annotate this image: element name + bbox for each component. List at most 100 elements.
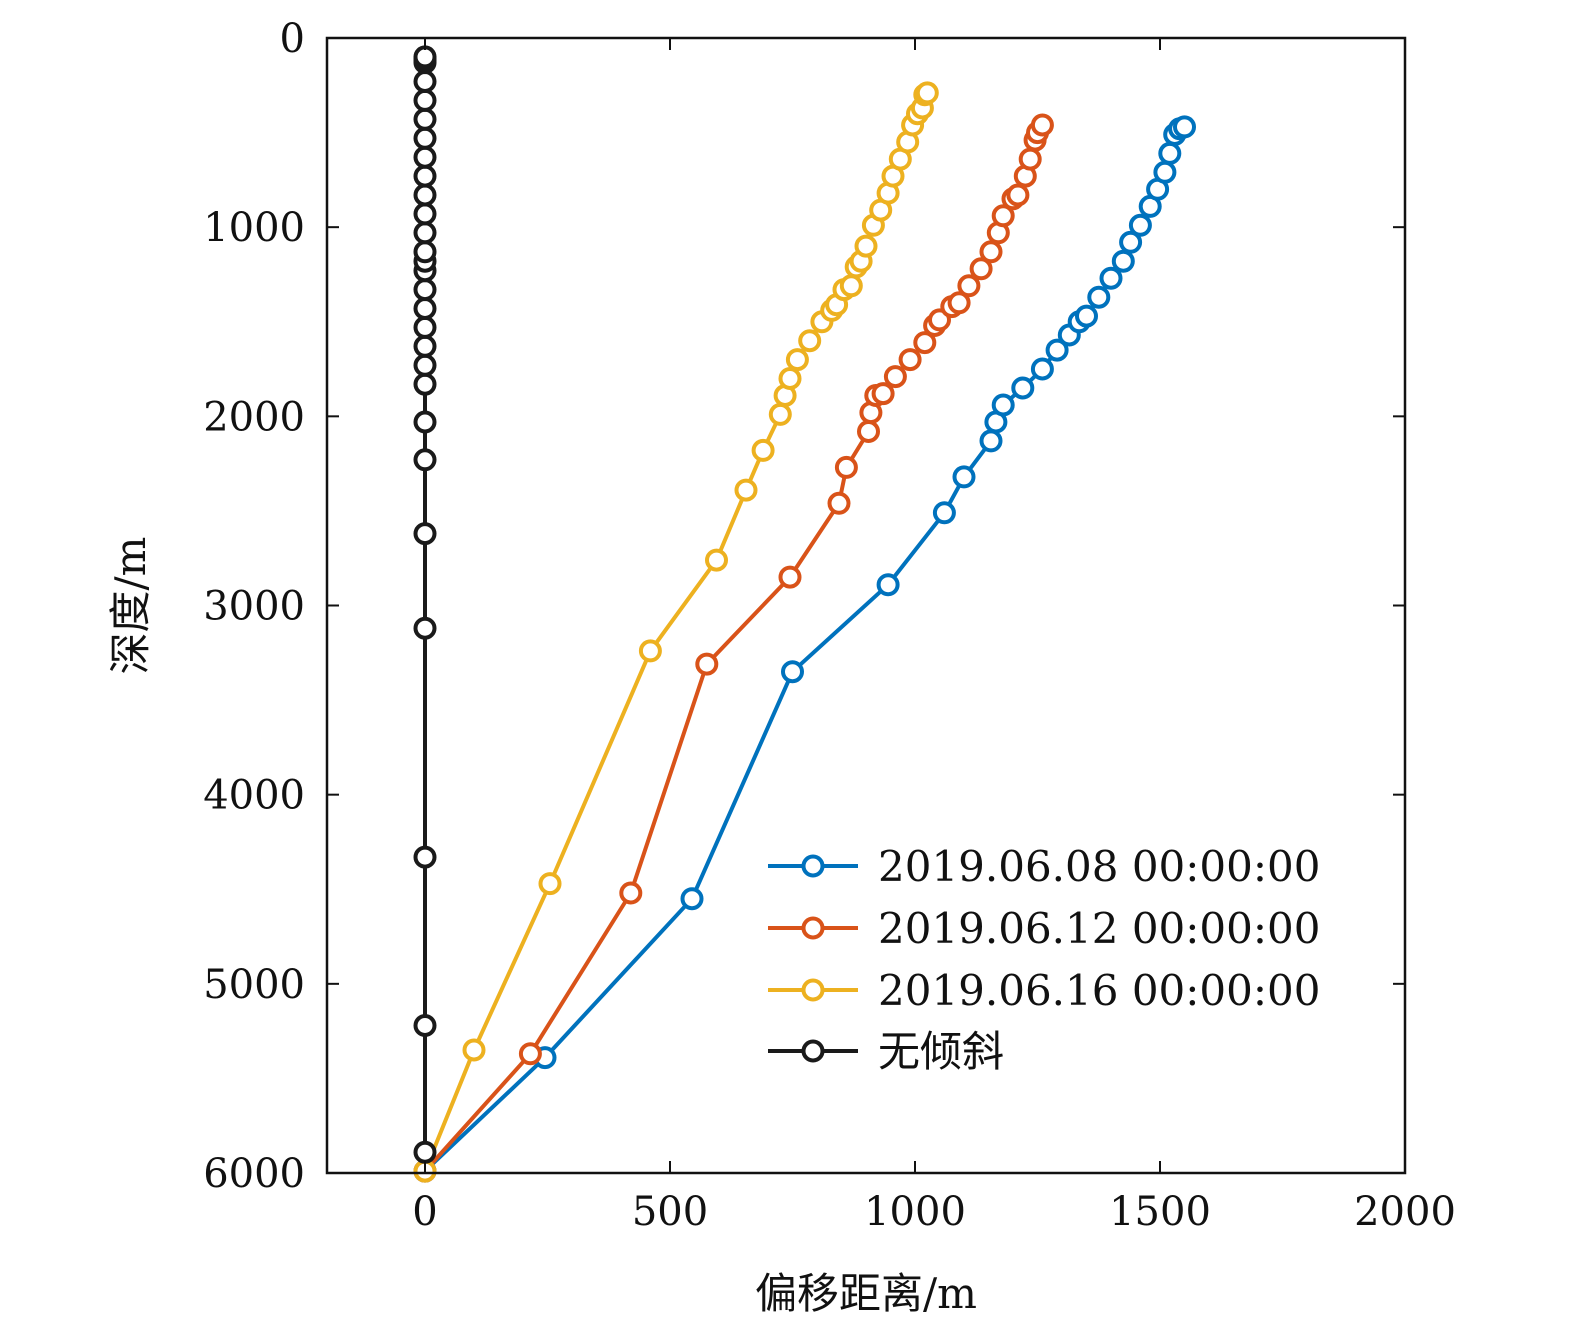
x-axis-title: 偏移距离/m [755, 1269, 977, 1318]
series-3-point-28 [413, 45, 437, 69]
series-2 [413, 81, 939, 1183]
series-3-point-16 [413, 221, 437, 245]
series-0-point-19 [1119, 230, 1143, 254]
series-0-point-4 [876, 573, 900, 597]
series-3-point-23 [413, 88, 437, 112]
series-2-point-6 [751, 438, 775, 462]
series-1-point-19 [969, 257, 993, 281]
legend: 2019.06.08 00:00:00 2019.06.12 00:00:00 20… [768, 842, 1320, 1076]
series-1 [413, 113, 1054, 1183]
series-1-point-12 [898, 348, 922, 372]
series-1-point-26 [1018, 147, 1042, 171]
x-tick-label-3: 1500 [1109, 1189, 1211, 1235]
series-3-point-7 [413, 372, 437, 396]
x-tick-label-2: 1000 [864, 1189, 966, 1235]
series-3-point-17 [413, 202, 437, 226]
series-0-point-23 [1153, 160, 1177, 184]
series-2-point-5 [734, 478, 758, 502]
series-1-point-17 [947, 291, 971, 315]
series-0-point-9 [991, 393, 1015, 417]
series-1-point-10 [871, 382, 895, 406]
series-1-point-29 [1030, 113, 1054, 137]
series-3-point-18 [413, 183, 437, 207]
y-axis-title: 深度/m [106, 537, 155, 675]
legend-marker-1 [801, 916, 825, 940]
series-0-point-24 [1158, 141, 1182, 165]
series-3-point-24 [413, 70, 437, 93]
series-2-point-11 [798, 329, 822, 353]
series-3-point-4 [413, 522, 437, 546]
series-1-point-3 [695, 652, 719, 676]
series-2-point-3 [638, 639, 662, 663]
series-1-point-6 [834, 455, 858, 479]
series-2-point-9 [778, 367, 802, 390]
series-0-point-20 [1128, 213, 1152, 237]
series-0-point-6 [952, 465, 976, 489]
ticks-layer [327, 37, 1406, 1174]
series-1-point-1 [518, 1042, 542, 1066]
series-0-point-11 [1030, 357, 1054, 381]
series-1-point-11 [883, 365, 907, 389]
x-tick-label-0: 0 [412, 1189, 437, 1235]
series-3-point-3 [413, 616, 437, 640]
legend-label-1: 2019.06.12 00:00:00 [878, 904, 1320, 953]
y-tick-label-6: 6000 [203, 1151, 305, 1197]
series-1-point-18 [957, 274, 981, 298]
y-tick-label-5: 5000 [203, 962, 305, 1008]
series-2-point-2 [538, 872, 562, 896]
series-2-point-4 [705, 548, 728, 572]
series-3-point-10 [413, 315, 437, 339]
series-1-point-24 [1006, 183, 1030, 207]
series-0-point-15 [1075, 304, 1098, 328]
legend-label-0: 2019.06.08 00:00:00 [878, 842, 1320, 891]
series-0-point-17 [1099, 266, 1123, 290]
tick-labels: 0 500 1000 1500 2000 0 1000 2000 3000 4000 5000 600… [203, 16, 1456, 1235]
legend-marker-2 [801, 978, 825, 1002]
series-3-point-12 [413, 278, 437, 302]
series-1-point-2 [619, 881, 643, 905]
y-tick-label-1: 1000 [203, 205, 305, 251]
series-3-point-9 [413, 334, 437, 358]
series-3-point-8 [413, 353, 437, 377]
series-1-point-7 [857, 420, 880, 443]
legend-entry-3: 无倾斜 [768, 1027, 1004, 1076]
series-3-point-1 [413, 1014, 437, 1037]
series-2-point-16 [839, 274, 863, 298]
series-0-point-5 [932, 501, 956, 525]
series-3-point-2 [413, 845, 437, 869]
series-2-point-30 [915, 81, 939, 105]
series-2-point-19 [854, 234, 878, 258]
series-3-point-20 [413, 145, 437, 169]
series-0-point-2 [680, 887, 704, 911]
y-tick-label-2: 2000 [203, 394, 305, 440]
series-3 [413, 45, 437, 1164]
series-3-point-0 [413, 1140, 437, 1164]
x-tick-label-1: 500 [632, 1189, 708, 1235]
series-layer [413, 45, 1196, 1183]
series-3-point-5 [413, 448, 437, 472]
legend-marker-3 [801, 1039, 825, 1063]
x-tick-label-4: 2000 [1354, 1189, 1456, 1235]
series-0-point-7 [979, 429, 1003, 453]
y-tick-label-0: 0 [280, 16, 305, 62]
legend-marker-0 [801, 854, 825, 878]
series-0-point-10 [1011, 376, 1035, 400]
legend-entry-0: 2019.06.08 00:00:00 [768, 842, 1320, 891]
series-0-point-27 [1173, 115, 1196, 139]
series-3-point-15 [413, 240, 437, 264]
series-3-point-11 [413, 297, 437, 320]
series-1-point-5 [827, 491, 851, 515]
series-0-point-16 [1087, 285, 1111, 309]
series-3-point-19 [413, 164, 437, 188]
series-0-point-12 [1045, 338, 1069, 362]
series-0-point-3 [781, 660, 804, 684]
series-1-point-20 [979, 240, 1003, 264]
series-1-point-22 [991, 204, 1015, 228]
y-tick-label-4: 4000 [203, 773, 305, 819]
legend-label-3: 无倾斜 [878, 1027, 1004, 1076]
legend-label-2: 2019.06.16 00:00:00 [878, 966, 1320, 1015]
series-3-point-21 [413, 126, 437, 150]
series-1-point-4 [778, 565, 802, 589]
series-3-point-6 [413, 410, 437, 434]
